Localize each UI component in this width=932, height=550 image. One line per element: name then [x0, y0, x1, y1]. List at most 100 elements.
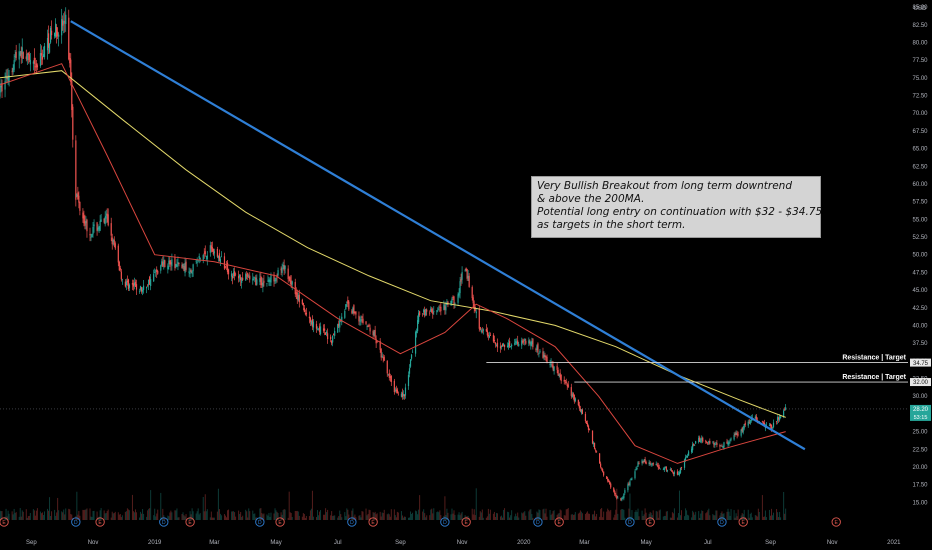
volume-bar — [461, 511, 463, 520]
earnings-marker[interactable]: E — [185, 517, 195, 527]
candle-body — [514, 343, 516, 345]
annotation-note[interactable]: Very Bullish Breakout from long term dow… — [531, 176, 822, 238]
candle-body — [599, 453, 601, 464]
downtrend-line[interactable] — [70, 20, 806, 451]
dividend-marker[interactable]: D — [159, 517, 169, 527]
earnings-marker-letter: E — [835, 520, 839, 526]
candle-body — [297, 295, 299, 300]
volume-bar — [621, 508, 623, 520]
volume-bar — [8, 513, 10, 520]
candle-body — [678, 472, 681, 475]
candle-body — [482, 329, 484, 331]
volume-bar — [607, 508, 609, 520]
volume-bar — [302, 513, 304, 520]
dividend-marker[interactable]: D — [717, 517, 727, 527]
earnings-marker-letter: E — [464, 520, 468, 526]
ma-200-line — [0, 70, 786, 418]
earnings-marker[interactable]: E — [0, 517, 9, 527]
candle-body — [401, 392, 404, 398]
time-tick: Jul — [704, 540, 712, 546]
candle-body — [97, 227, 99, 231]
volume-bar — [51, 511, 53, 520]
volume-bar — [247, 517, 249, 520]
dividend-marker[interactable]: D — [625, 517, 635, 527]
volume-bar — [780, 517, 782, 520]
candle-body — [120, 271, 122, 280]
earnings-marker[interactable]: E — [738, 517, 748, 527]
volume-bar — [33, 510, 35, 520]
ma-50-line — [0, 63, 786, 464]
candle-body — [333, 334, 335, 336]
volume-bar — [480, 512, 482, 520]
candle-body — [734, 433, 736, 436]
price-axis[interactable]: 85.00 82.50 80.00 77.50 75.00 72.50 70.00 67.50… — [912, 5, 928, 506]
volume-bar — [592, 514, 594, 520]
price-tick: 45.00 — [912, 288, 928, 294]
dividend-marker[interactable]: D — [533, 517, 543, 527]
dividend-marker-circle — [71, 517, 81, 527]
dividend-marker[interactable]: D — [71, 517, 81, 527]
volume-bar — [641, 510, 643, 520]
volume-bar — [510, 515, 512, 520]
time-tick: 2021 — [887, 540, 901, 546]
candle-body — [212, 248, 214, 255]
candle-body — [149, 276, 151, 285]
candle-body — [263, 280, 265, 283]
volume-bar — [71, 514, 73, 520]
earnings-marker[interactable]: E — [275, 517, 285, 527]
volume-bar — [624, 517, 626, 520]
candle-body — [489, 335, 492, 336]
volume-bar — [382, 513, 384, 520]
volume-bar — [396, 511, 398, 520]
time-axis[interactable]: Sep Nov 2019 Mar May Jul Sep Nov 2020 Mar May Jul Se… — [26, 540, 901, 546]
volume-bar — [388, 514, 390, 520]
earnings-marker-circle — [368, 517, 378, 527]
dividend-marker[interactable]: D — [347, 517, 357, 527]
earnings-marker-circle — [645, 517, 655, 527]
volume-bar — [784, 513, 786, 520]
candle-body — [701, 438, 703, 441]
candle-body — [608, 480, 610, 483]
volume-bar — [450, 514, 452, 520]
volume-bar — [176, 508, 178, 520]
volume-bar — [311, 490, 313, 520]
earnings-marker[interactable]: E — [461, 517, 471, 527]
candle-body — [259, 278, 261, 282]
volume-bar — [288, 491, 290, 520]
candle-body — [345, 304, 347, 310]
candle-body — [199, 257, 201, 260]
last-price-tag — [910, 404, 931, 421]
candle-body — [362, 318, 364, 324]
volume-bar — [500, 516, 502, 520]
volume-bar — [608, 510, 610, 520]
volume-bar — [764, 510, 766, 520]
candle-body — [716, 442, 718, 446]
dividend-marker[interactable]: D — [255, 517, 265, 527]
earnings-marker[interactable]: E — [95, 517, 105, 527]
volume-bar — [754, 515, 756, 520]
candle-body — [304, 313, 306, 315]
earnings-marker[interactable]: E — [368, 517, 378, 527]
candle-body — [181, 264, 183, 269]
volume-bar — [139, 517, 141, 520]
candle-body — [33, 57, 35, 64]
dividend-marker[interactable]: D — [440, 517, 450, 527]
candle-body — [503, 344, 506, 348]
volume-bar — [509, 517, 511, 520]
volume-bar — [232, 511, 234, 520]
candle-body — [83, 215, 85, 224]
volume-bar — [190, 514, 192, 520]
earnings-marker[interactable]: E — [831, 517, 841, 527]
candle-body — [496, 342, 499, 348]
volume-bar — [128, 510, 130, 520]
volume-bar — [20, 516, 22, 520]
volume-bar — [740, 515, 742, 520]
volume-bar — [204, 494, 206, 520]
volume-bar — [205, 511, 207, 520]
earnings-marker-circle — [275, 517, 285, 527]
earnings-marker[interactable]: E — [645, 517, 655, 527]
earnings-marker[interactable]: E — [554, 517, 564, 527]
volume-bar — [629, 493, 631, 520]
candle-body — [601, 467, 603, 469]
